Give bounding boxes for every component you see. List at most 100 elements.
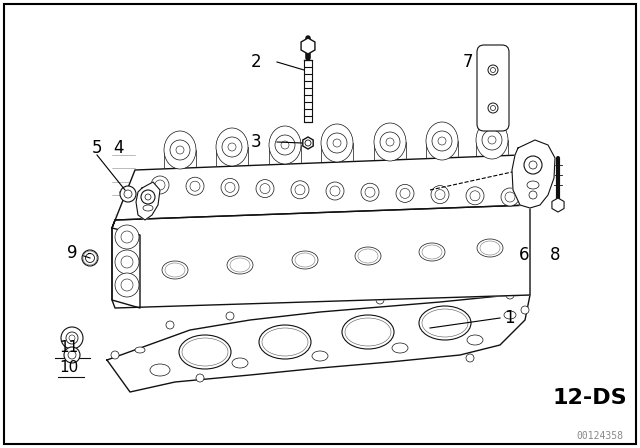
Text: 4: 4	[113, 139, 124, 157]
Circle shape	[111, 351, 119, 359]
Ellipse shape	[374, 123, 406, 161]
Circle shape	[295, 185, 305, 195]
Circle shape	[61, 327, 83, 349]
Polygon shape	[107, 295, 530, 392]
Circle shape	[330, 186, 340, 196]
Circle shape	[226, 312, 234, 320]
Text: 8: 8	[550, 246, 560, 264]
Ellipse shape	[477, 239, 503, 257]
Circle shape	[275, 135, 295, 155]
Text: 9: 9	[67, 244, 78, 262]
Ellipse shape	[342, 315, 394, 349]
Circle shape	[400, 189, 410, 198]
Ellipse shape	[216, 128, 248, 166]
Circle shape	[365, 187, 375, 197]
Circle shape	[380, 132, 400, 152]
Polygon shape	[136, 182, 160, 220]
Circle shape	[222, 137, 242, 157]
Circle shape	[151, 176, 169, 194]
Text: 3: 3	[250, 133, 261, 151]
Text: 12-DS: 12-DS	[553, 388, 627, 408]
Ellipse shape	[312, 351, 328, 361]
Circle shape	[438, 137, 446, 145]
Circle shape	[69, 335, 75, 341]
Circle shape	[529, 161, 537, 169]
Circle shape	[68, 351, 76, 359]
Ellipse shape	[504, 311, 516, 319]
Circle shape	[501, 188, 519, 206]
Text: 5: 5	[92, 139, 102, 157]
Circle shape	[490, 68, 495, 73]
Circle shape	[86, 254, 95, 263]
Ellipse shape	[232, 358, 248, 368]
Circle shape	[466, 354, 474, 362]
Circle shape	[524, 156, 542, 174]
Ellipse shape	[355, 247, 381, 265]
Circle shape	[64, 347, 80, 363]
FancyBboxPatch shape	[477, 45, 509, 131]
Circle shape	[361, 183, 379, 201]
Ellipse shape	[476, 121, 508, 159]
Circle shape	[305, 140, 311, 146]
Ellipse shape	[292, 251, 318, 269]
Circle shape	[260, 184, 270, 194]
Circle shape	[435, 190, 445, 200]
Circle shape	[470, 191, 480, 201]
Circle shape	[333, 139, 341, 147]
Ellipse shape	[426, 122, 458, 160]
Circle shape	[281, 141, 289, 149]
Circle shape	[228, 143, 236, 151]
Text: 6: 6	[519, 246, 529, 264]
Circle shape	[121, 279, 133, 291]
Text: 7: 7	[463, 53, 473, 71]
Circle shape	[166, 321, 174, 329]
Ellipse shape	[259, 325, 311, 359]
Circle shape	[155, 180, 165, 190]
Circle shape	[506, 291, 514, 299]
Circle shape	[431, 185, 449, 203]
Polygon shape	[112, 155, 530, 228]
Ellipse shape	[321, 124, 353, 162]
Circle shape	[145, 194, 151, 200]
Circle shape	[190, 181, 200, 191]
Circle shape	[488, 103, 498, 113]
Text: 2: 2	[250, 53, 261, 71]
Circle shape	[488, 65, 498, 75]
Ellipse shape	[419, 306, 471, 340]
Circle shape	[482, 130, 502, 150]
Circle shape	[327, 133, 347, 153]
Text: 1: 1	[504, 309, 515, 327]
Circle shape	[170, 140, 190, 160]
Ellipse shape	[467, 335, 483, 345]
Ellipse shape	[135, 347, 145, 353]
Circle shape	[488, 136, 496, 144]
Circle shape	[82, 250, 98, 266]
Text: 00124358: 00124358	[577, 431, 623, 441]
Circle shape	[196, 374, 204, 382]
Circle shape	[120, 186, 136, 202]
Circle shape	[141, 190, 155, 204]
Circle shape	[521, 306, 529, 314]
Circle shape	[386, 138, 394, 146]
Circle shape	[115, 225, 139, 249]
Circle shape	[466, 187, 484, 205]
Text: 10: 10	[60, 361, 79, 375]
Circle shape	[66, 332, 78, 344]
Circle shape	[256, 180, 274, 198]
Polygon shape	[112, 228, 140, 308]
Circle shape	[186, 177, 204, 195]
Circle shape	[291, 181, 309, 199]
Circle shape	[115, 250, 139, 274]
Circle shape	[376, 296, 384, 304]
Polygon shape	[512, 140, 555, 208]
Circle shape	[124, 190, 132, 198]
Circle shape	[115, 273, 139, 297]
Circle shape	[432, 131, 452, 151]
Circle shape	[225, 182, 235, 192]
Circle shape	[121, 231, 133, 243]
Circle shape	[505, 192, 515, 202]
Polygon shape	[112, 205, 530, 308]
Circle shape	[326, 182, 344, 200]
Ellipse shape	[269, 126, 301, 164]
Text: 11: 11	[60, 340, 79, 354]
